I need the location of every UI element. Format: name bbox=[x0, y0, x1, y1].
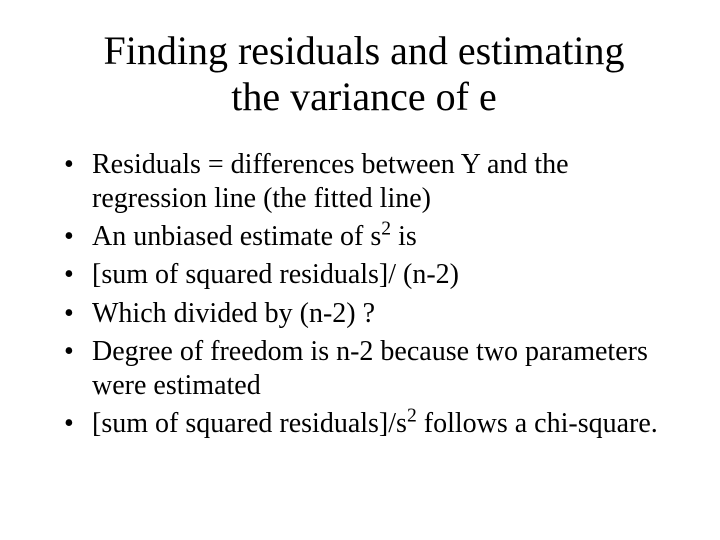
list-item: Which divided by (n-2) ? bbox=[64, 297, 672, 331]
slide-title: Finding residuals and estimating the var… bbox=[56, 28, 672, 120]
list-item: Residuals = differences between Y and th… bbox=[64, 148, 672, 216]
bullet-text: Which divided by (n-2) ? bbox=[92, 298, 375, 329]
bullet-text: [sum of squared residuals]/ (n-2) bbox=[92, 259, 459, 290]
title-line-1: Finding residuals and estimating bbox=[103, 28, 624, 73]
bullet-list: Residuals = differences between Y and th… bbox=[64, 148, 672, 441]
sigma-symbol: s bbox=[370, 221, 381, 252]
bullet-text: [sum of squared residuals]/ bbox=[92, 408, 396, 439]
superscript: 2 bbox=[381, 219, 391, 240]
list-item: [sum of squared residuals]/s2 follows a … bbox=[64, 407, 672, 441]
bullet-text: Residuals = differences between Y and th… bbox=[92, 149, 569, 214]
bullet-text: Degree of freedom is n-2 because two par… bbox=[92, 336, 648, 401]
epsilon-symbol: e bbox=[479, 74, 497, 119]
bullet-text: An unbiased estimate of bbox=[92, 221, 370, 252]
title-line-2: the variance of bbox=[231, 74, 479, 119]
bullet-text: is bbox=[391, 221, 417, 252]
sigma-symbol: s bbox=[396, 408, 407, 439]
list-item: Degree of freedom is n-2 because two par… bbox=[64, 335, 672, 403]
list-item: [sum of squared residuals]/ (n-2) bbox=[64, 258, 672, 292]
bullet-text: follows a chi-square. bbox=[417, 408, 658, 439]
list-item: An unbiased estimate of s2 is bbox=[64, 220, 672, 254]
slide: Finding residuals and estimating the var… bbox=[0, 0, 720, 540]
superscript: 2 bbox=[407, 406, 417, 427]
